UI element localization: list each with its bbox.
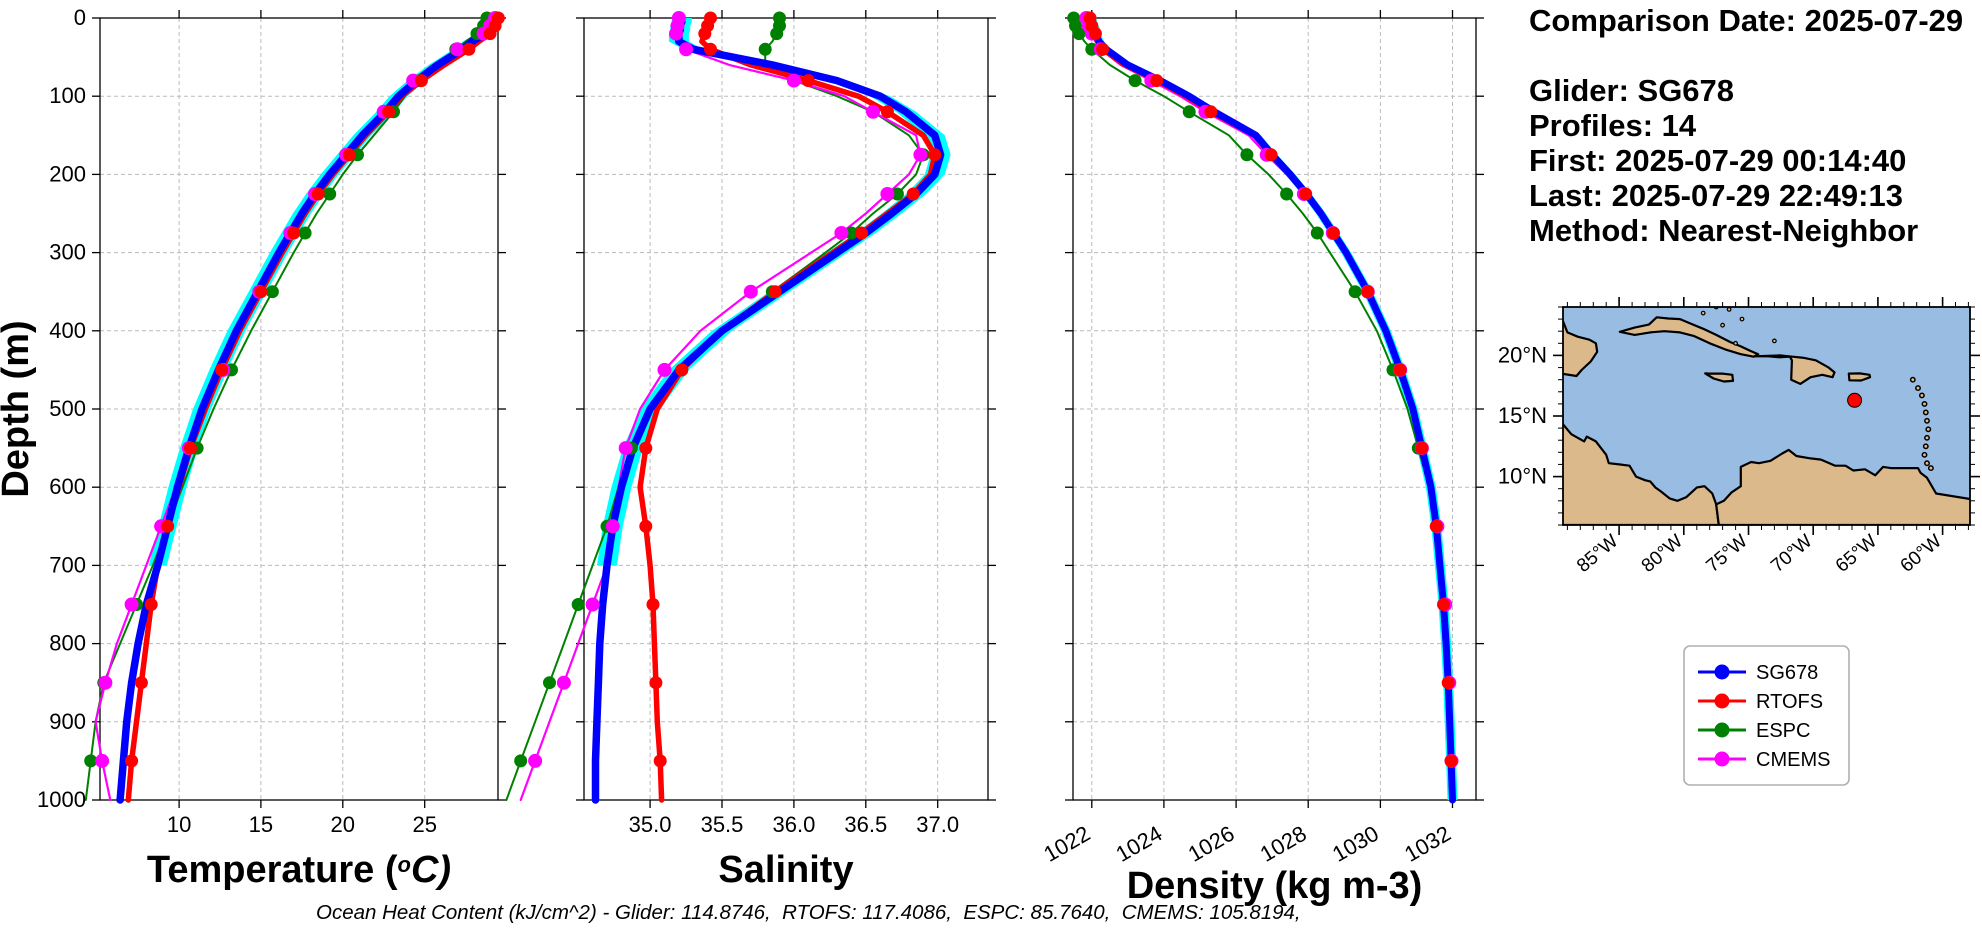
svg-text:65°W: 65°W: [1832, 531, 1881, 577]
svg-text:800: 800: [49, 631, 86, 656]
svg-text:20: 20: [331, 812, 355, 837]
svg-text:ESPC: ESPC: [1756, 720, 1810, 742]
svg-text:1022: 1022: [1039, 821, 1094, 867]
svg-text:200: 200: [49, 161, 86, 186]
svg-text:600: 600: [49, 474, 86, 499]
svg-text:1028: 1028: [1256, 821, 1311, 867]
svg-text:75°W: 75°W: [1702, 531, 1751, 577]
svg-text:SG678: SG678: [1756, 662, 1818, 684]
svg-text:36.0: 36.0: [772, 812, 815, 837]
svg-text:15°N: 15°N: [1498, 403, 1547, 428]
svg-text:Salinity: Salinity: [718, 849, 853, 891]
svg-text:10°N: 10°N: [1498, 464, 1547, 489]
svg-text:70°W: 70°W: [1767, 531, 1816, 577]
svg-text:400: 400: [49, 318, 86, 343]
svg-text:25: 25: [412, 812, 436, 837]
svg-text:20°N: 20°N: [1498, 342, 1547, 367]
svg-text:Temperature (oC): Temperature (oC): [147, 849, 451, 891]
svg-text:35.5: 35.5: [701, 812, 744, 837]
svg-text:0: 0: [74, 5, 86, 30]
svg-text:RTOFS: RTOFS: [1756, 691, 1823, 713]
svg-text:1030: 1030: [1328, 821, 1383, 867]
svg-text:10: 10: [167, 812, 191, 837]
svg-text:700: 700: [49, 552, 86, 577]
svg-text:900: 900: [49, 709, 86, 734]
svg-text:37.0: 37.0: [916, 812, 959, 837]
svg-text:CMEMS: CMEMS: [1756, 749, 1830, 771]
svg-text:1024: 1024: [1112, 821, 1167, 867]
svg-text:100: 100: [49, 83, 86, 108]
svg-text:300: 300: [49, 240, 86, 265]
svg-text:80°W: 80°W: [1638, 531, 1687, 577]
svg-text:1026: 1026: [1184, 821, 1239, 867]
svg-text:1032: 1032: [1400, 821, 1455, 867]
svg-text:1000: 1000: [37, 787, 86, 812]
svg-text:85°W: 85°W: [1573, 531, 1622, 577]
svg-text:15: 15: [249, 812, 273, 837]
svg-text:36.5: 36.5: [844, 812, 887, 837]
svg-text:500: 500: [49, 396, 86, 421]
svg-text:Depth (m): Depth (m): [0, 320, 37, 497]
svg-text:60°W: 60°W: [1897, 531, 1946, 577]
svg-text:35.0: 35.0: [629, 812, 672, 837]
